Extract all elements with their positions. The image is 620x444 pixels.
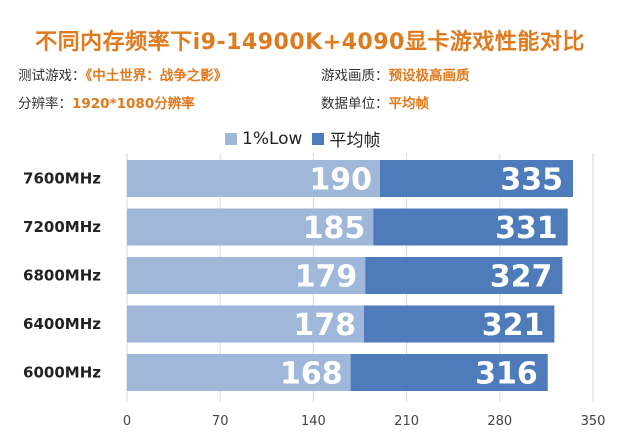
- data-label-low: 185: [303, 211, 366, 246]
- legend: 1%Low 平均帧: [225, 126, 380, 151]
- x-tick-label: 0: [123, 414, 131, 429]
- meta-key: 分辨率：: [18, 96, 72, 112]
- x-tick-label: 70: [212, 414, 229, 429]
- meta-key: 游戏画质：: [321, 68, 389, 84]
- legend-label-avg: 平均帧: [329, 131, 381, 151]
- meta-value: 《中土世界：战争之影》: [85, 68, 228, 84]
- chart-title: 不同内存频率下i9-14900K+4090显卡游戏性能对比: [35, 30, 585, 55]
- data-label-avg: 316: [475, 357, 538, 392]
- category-label: 7600MHz: [23, 170, 101, 188]
- bar-low: [127, 160, 380, 197]
- bar-low: [127, 354, 351, 391]
- category-label: 6800MHz: [23, 267, 101, 285]
- data-label-low: 168: [280, 357, 343, 392]
- data-label-avg: 327: [490, 260, 553, 295]
- category-label: 7200MHz: [23, 218, 101, 236]
- data-label-avg: 321: [482, 308, 545, 343]
- legend-item-avg: 平均帧: [312, 126, 380, 151]
- x-tick-label: 280: [487, 414, 512, 429]
- meta-key: 数据单位：: [321, 96, 389, 112]
- bar-low: [127, 257, 366, 294]
- meta-value: 1920*1080分辨率: [72, 96, 195, 112]
- legend-label-low: 1%Low: [242, 128, 303, 149]
- category-label: 6400MHz: [23, 315, 101, 333]
- meta-value: 平均帧: [388, 96, 430, 112]
- data-label-avg: 331: [495, 211, 558, 246]
- x-tick-label: 140: [301, 414, 326, 429]
- meta-resolution: 分辨率：1920*1080分辨率: [18, 92, 195, 112]
- category-label: 6000MHz: [23, 364, 101, 382]
- x-tick-label: 350: [581, 414, 606, 429]
- legend-swatch-low: [225, 132, 237, 145]
- data-label-low: 190: [309, 163, 372, 198]
- meta-data-unit: 数据单位：平均帧: [321, 92, 429, 112]
- legend-item-low: 1%Low: [225, 129, 302, 149]
- meta-graphics-quality: 游戏画质：预设极高画质: [321, 64, 470, 84]
- meta-test-game: 测试游戏：《中土世界：战争之影》: [18, 64, 227, 84]
- bar-low: [127, 208, 374, 246]
- data-label-low: 178: [293, 308, 356, 343]
- x-tick-label: 210: [394, 414, 419, 429]
- data-label-low: 179: [295, 260, 358, 295]
- meta-value: 预设极高画质: [388, 68, 470, 84]
- legend-swatch-avg: [312, 132, 325, 145]
- data-label-avg: 335: [500, 163, 563, 198]
- meta-key: 测试游戏：: [18, 68, 86, 84]
- bar-low: [127, 305, 364, 343]
